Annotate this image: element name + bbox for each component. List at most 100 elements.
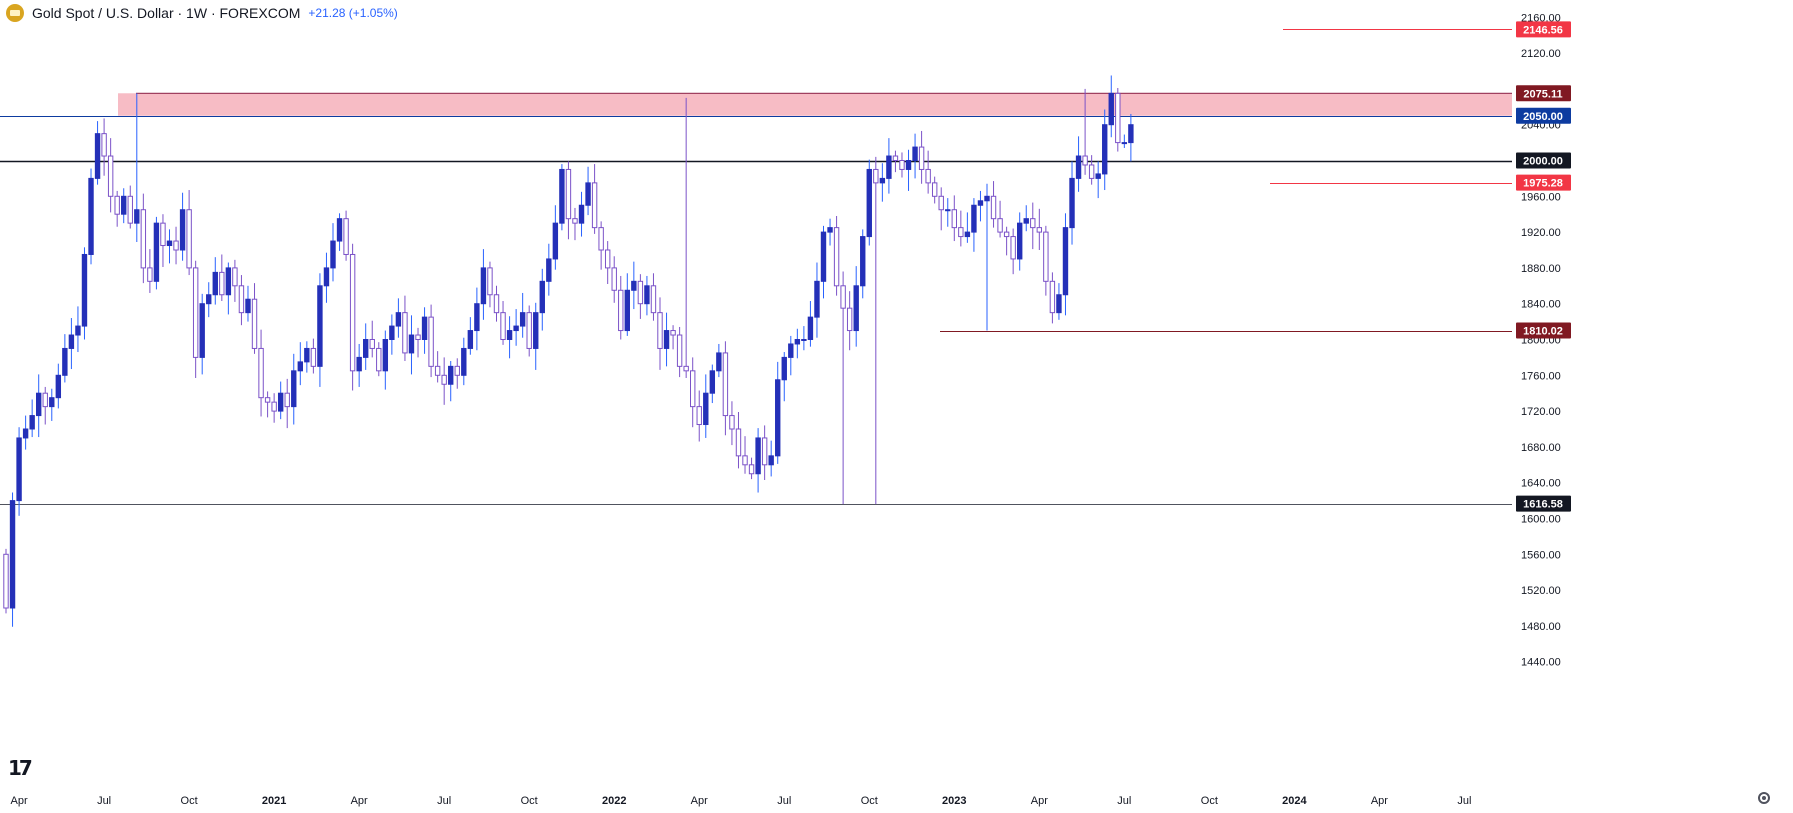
candle[interactable] xyxy=(487,261,493,308)
candle[interactable] xyxy=(1043,225,1049,296)
candle[interactable] xyxy=(768,440,774,477)
candle[interactable] xyxy=(1128,113,1134,162)
candle[interactable] xyxy=(748,457,755,480)
candle[interactable] xyxy=(81,247,88,340)
level-price-tag[interactable] xyxy=(1516,85,1571,102)
candle[interactable] xyxy=(840,271,846,505)
candle[interactable] xyxy=(1049,272,1056,324)
candle[interactable] xyxy=(735,411,742,469)
candle[interactable] xyxy=(814,262,820,338)
candle[interactable] xyxy=(644,275,650,316)
candle[interactable] xyxy=(323,252,330,303)
candle[interactable] xyxy=(846,291,853,351)
candle[interactable] xyxy=(369,320,375,358)
candle[interactable] xyxy=(94,121,101,185)
candle[interactable] xyxy=(402,295,408,361)
candle[interactable] xyxy=(467,317,474,355)
candle[interactable] xyxy=(533,302,539,370)
candle[interactable] xyxy=(330,223,336,282)
candle[interactable] xyxy=(382,330,389,390)
candle[interactable] xyxy=(55,363,62,409)
candle[interactable] xyxy=(519,292,526,338)
time-axis[interactable] xyxy=(0,787,1512,813)
candle[interactable] xyxy=(801,326,807,351)
candle[interactable] xyxy=(297,342,304,386)
candle[interactable] xyxy=(905,149,912,191)
level-price-tag[interactable] xyxy=(1516,107,1571,124)
candle[interactable] xyxy=(448,360,454,402)
candle[interactable] xyxy=(506,316,513,359)
candle[interactable] xyxy=(140,193,147,284)
level-price-tag[interactable] xyxy=(1516,495,1571,512)
candle[interactable] xyxy=(624,273,630,336)
candle[interactable] xyxy=(1082,88,1088,175)
candle[interactable] xyxy=(363,323,369,370)
candle[interactable] xyxy=(212,257,218,305)
candle[interactable] xyxy=(225,262,232,315)
candle[interactable] xyxy=(539,268,545,331)
candle[interactable] xyxy=(879,163,886,202)
price-axis[interactable] xyxy=(1512,0,1793,813)
gear-icon[interactable] xyxy=(1758,792,1770,804)
candle[interactable] xyxy=(729,401,735,446)
candle[interactable] xyxy=(1010,228,1016,275)
level-price-tag[interactable] xyxy=(1516,174,1571,191)
candle[interactable] xyxy=(827,218,833,246)
candle[interactable] xyxy=(591,164,598,234)
candle[interactable] xyxy=(918,130,925,184)
candle[interactable] xyxy=(22,415,29,450)
candle[interactable] xyxy=(101,118,107,176)
candle[interactable] xyxy=(376,342,382,377)
candle[interactable] xyxy=(775,361,781,464)
symbol-header[interactable]: Gold Spot / U.S. Dollar · 1W · FOREXCOM … xyxy=(6,3,398,23)
candle[interactable] xyxy=(886,138,892,194)
candle[interactable] xyxy=(650,273,657,321)
candle[interactable] xyxy=(977,190,984,222)
candle[interactable] xyxy=(585,166,591,216)
candle[interactable] xyxy=(29,399,35,438)
candle[interactable] xyxy=(68,318,75,370)
candle[interactable] xyxy=(480,249,487,320)
candle[interactable] xyxy=(938,187,944,231)
candle[interactable] xyxy=(716,343,722,378)
candle[interactable] xyxy=(461,337,467,386)
candle[interactable] xyxy=(899,152,905,178)
candle[interactable] xyxy=(990,181,997,228)
candle[interactable] xyxy=(1095,161,1101,199)
candle[interactable] xyxy=(107,138,114,213)
candle[interactable] xyxy=(742,436,748,474)
candle[interactable] xyxy=(121,188,127,224)
candle[interactable] xyxy=(454,358,460,389)
candle[interactable] xyxy=(9,492,16,627)
candle[interactable] xyxy=(546,243,552,296)
candle[interactable] xyxy=(833,215,840,296)
candle[interactable] xyxy=(251,283,258,354)
candle[interactable] xyxy=(912,133,918,179)
candle[interactable] xyxy=(1108,75,1114,138)
candle[interactable] xyxy=(114,190,120,227)
candle[interactable] xyxy=(186,190,192,276)
candle[interactable] xyxy=(343,210,349,261)
candle[interactable] xyxy=(500,301,506,345)
candle[interactable] xyxy=(153,216,160,290)
candle[interactable] xyxy=(604,241,611,285)
candle[interactable] xyxy=(722,341,729,436)
candle[interactable] xyxy=(820,225,827,299)
candle[interactable] xyxy=(284,378,290,429)
candle[interactable] xyxy=(1075,136,1082,192)
candle[interactable] xyxy=(1030,202,1036,250)
candle[interactable] xyxy=(75,306,81,353)
candle[interactable] xyxy=(526,305,532,357)
candle[interactable] xyxy=(559,164,565,231)
candle[interactable] xyxy=(49,388,55,421)
level-price-tag[interactable] xyxy=(1516,21,1571,38)
candle[interactable] xyxy=(683,97,689,378)
candle[interactable] xyxy=(984,183,990,331)
candle[interactable] xyxy=(42,386,48,425)
candle[interactable] xyxy=(690,357,696,428)
candle[interactable] xyxy=(807,301,814,347)
candle[interactable] xyxy=(565,161,572,240)
candle[interactable] xyxy=(474,287,480,351)
candle[interactable] xyxy=(304,341,310,373)
candle[interactable] xyxy=(1121,134,1128,148)
